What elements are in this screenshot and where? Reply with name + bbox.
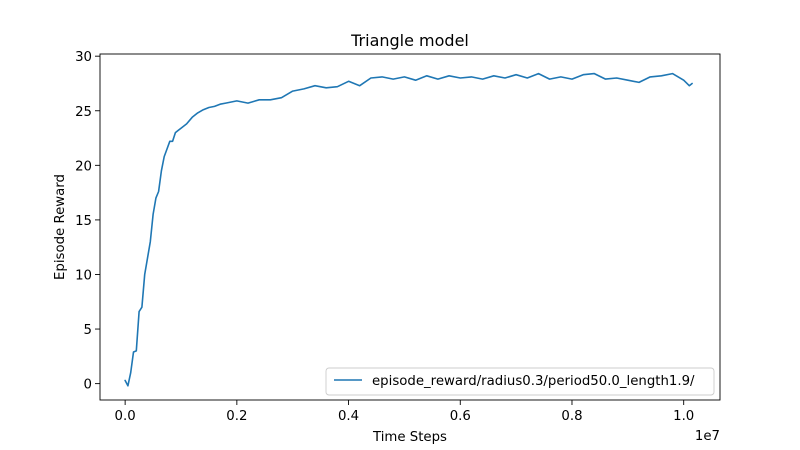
x-tick-label: 0.0 <box>115 409 136 424</box>
y-axis-ticks: 0 5 10 15 20 25 30 <box>75 50 100 393</box>
x-tick-label: 0.6 <box>450 409 471 424</box>
y-tick-label: 20 <box>75 159 92 174</box>
legend-box <box>325 367 715 396</box>
x-tick-label: 0.8 <box>561 409 582 424</box>
x-axis-offset-label: 1e7 <box>695 429 720 444</box>
legend-label: episode_reward/radius0.3/period50.0_leng… <box>372 374 695 389</box>
y-axis-label: Episode Reward <box>53 174 68 280</box>
y-tick-label: 0 <box>84 378 92 393</box>
series-line <box>124 72 693 387</box>
plot-frame <box>99 53 721 401</box>
chart-title: Triangle model <box>350 31 469 50</box>
y-tick-label: 10 <box>75 268 92 283</box>
y-tick-label: 15 <box>75 214 92 229</box>
x-axis-label: Time Steps <box>372 430 447 445</box>
legend: episode_reward/radius0.3/period50.0_leng… <box>325 367 715 396</box>
x-tick-label: 0.2 <box>226 409 247 424</box>
plot-area <box>100 54 720 400</box>
x-axis-ticks: 0.0 0.2 0.4 0.6 0.8 1.0 <box>115 400 694 424</box>
y-tick-label: 25 <box>75 105 92 120</box>
y-tick-label: 5 <box>84 323 92 338</box>
y-tick-label: 30 <box>75 50 92 65</box>
x-tick-label: 1.0 <box>673 409 694 424</box>
x-tick-label: 0.4 <box>338 409 359 424</box>
